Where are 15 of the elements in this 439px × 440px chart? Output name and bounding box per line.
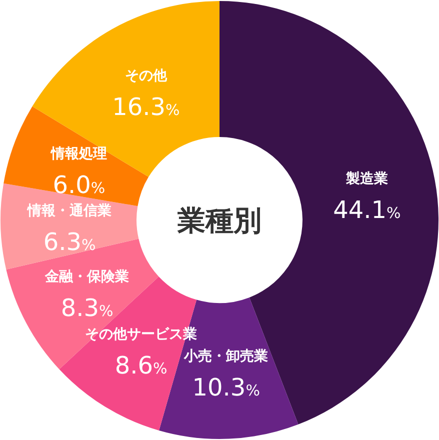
slice-label: 製造業 <box>344 171 388 188</box>
data-label: 8.3% <box>60 294 114 322</box>
donut-slice <box>32 1 220 177</box>
text: 業種別 <box>176 204 262 237</box>
data-label: 8.6% <box>114 351 168 380</box>
slice-label: 金融・保険業 <box>44 268 130 285</box>
data-label: 6.0% <box>52 171 106 200</box>
slice-label: その他 <box>124 68 168 84</box>
data-label: 10.3% <box>192 373 260 402</box>
slice-label: 情報処理 <box>50 146 107 162</box>
data-label: 6.3% <box>43 228 96 256</box>
data-label: 16.3% <box>112 92 180 121</box>
slice-label: 小売・卸売業 <box>183 348 268 364</box>
data-label: 44.1% <box>333 196 401 224</box>
slice-label: 情報・通信業 <box>26 202 112 219</box>
